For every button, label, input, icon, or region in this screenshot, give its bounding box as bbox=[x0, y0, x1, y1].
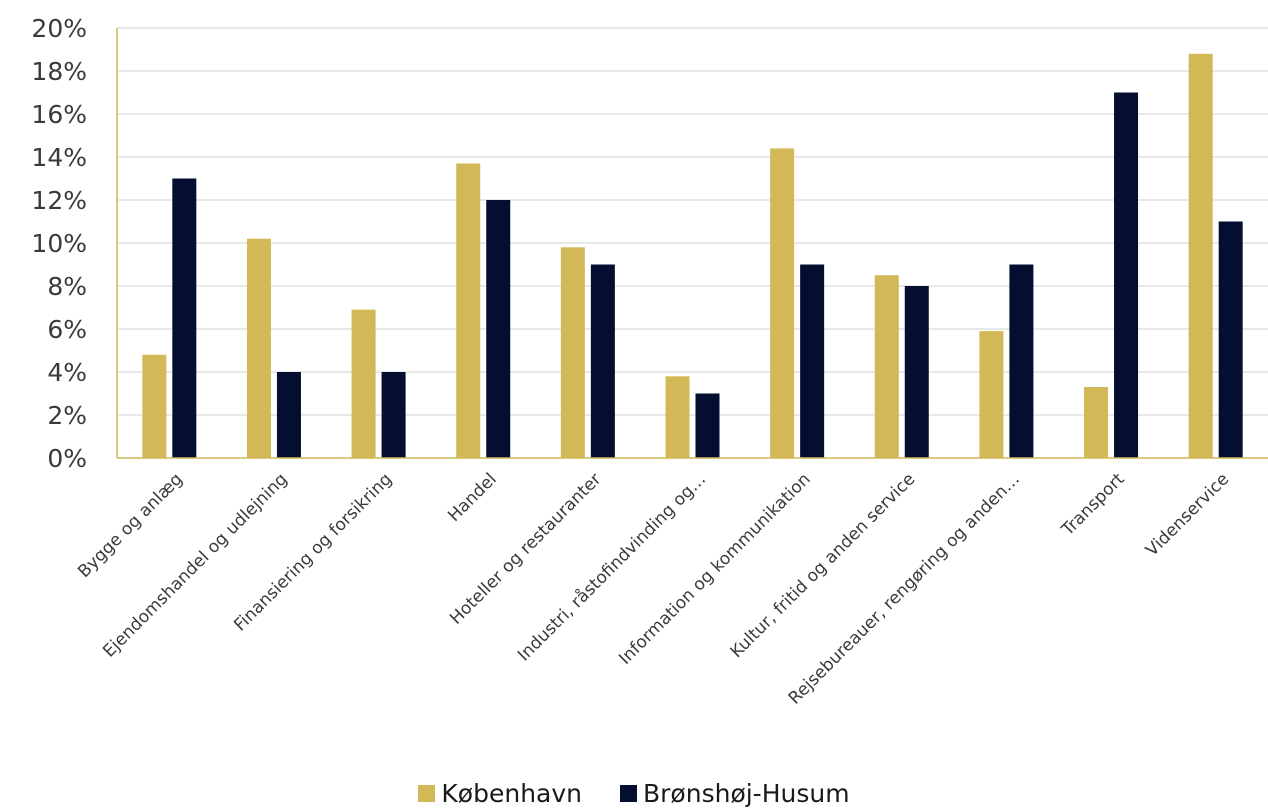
legend-label-bronshoj-husum: Brønshøj-Husum bbox=[643, 778, 850, 808]
x-tick-label: Handel bbox=[444, 469, 501, 526]
bars bbox=[142, 53, 1243, 459]
y-tick-label: 20% bbox=[31, 14, 87, 43]
legend-item-kobenhavn: København bbox=[418, 779, 582, 808]
grid-lines bbox=[117, 27, 1268, 416]
bar-kobenhavn bbox=[142, 354, 167, 458]
y-tick-label: 16% bbox=[31, 100, 87, 129]
y-tick-label: 0% bbox=[47, 444, 87, 473]
bar-kobenhavn bbox=[770, 148, 795, 458]
bar-bronshoj-husum bbox=[1009, 264, 1034, 458]
bar-bronshoj-husum bbox=[904, 286, 929, 458]
y-tick-label: 8% bbox=[47, 272, 87, 301]
bar-bronshoj-husum bbox=[590, 264, 615, 458]
x-tick-label: Ejendomshandel og udlejning bbox=[99, 469, 291, 661]
y-tick-label: 2% bbox=[47, 401, 87, 430]
y-tick-label: 18% bbox=[31, 57, 87, 86]
y-tick-label: 12% bbox=[31, 186, 87, 215]
bar-kobenhavn bbox=[979, 331, 1004, 458]
x-tick-label: Industri, råstofindvinding og… bbox=[513, 469, 710, 666]
bar-bronshoj-husum bbox=[276, 372, 301, 458]
x-tick-label: Videnservice bbox=[1142, 469, 1233, 560]
legend-swatch-kobenhavn bbox=[418, 784, 436, 802]
legend-swatch-bronshoj-husum bbox=[620, 784, 637, 802]
x-tick-label: Rejsebureauer, rengøring og anden… bbox=[785, 469, 1024, 708]
x-tick-label: Kultur, fritid og anden service bbox=[727, 469, 920, 662]
bar-bronshoj-husum bbox=[695, 393, 720, 458]
axes bbox=[116, 28, 1268, 459]
bar-kobenhavn bbox=[874, 275, 899, 458]
bar-kobenhavn bbox=[1084, 387, 1109, 458]
bar-bronshoj-husum bbox=[800, 264, 825, 458]
bar-kobenhavn bbox=[665, 376, 690, 458]
bar-bronshoj-husum bbox=[172, 178, 197, 458]
y-tick-label: 4% bbox=[47, 358, 87, 387]
y-axis-ticks: 0% 2% 4% 6% 8% 10% 12% 14% 16% 18% 20% bbox=[31, 14, 87, 473]
bar-kobenhavn bbox=[560, 247, 585, 458]
y-tick-label: 10% bbox=[31, 229, 87, 258]
y-tick-label: 14% bbox=[31, 143, 87, 172]
legend: København Brønshøj-Husum bbox=[0, 778, 1268, 808]
legend-label-kobenhavn: København bbox=[441, 778, 582, 808]
bar-kobenhavn bbox=[351, 309, 376, 458]
bar-kobenhavn bbox=[246, 238, 271, 458]
bar-chart: 0% 2% 4% 6% 8% 10% 12% 14% 16% 18% 20% Bygge og an… bbox=[31, 14, 1268, 709]
bar-bronshoj-husum bbox=[1114, 92, 1139, 458]
x-tick-label: Transport bbox=[1057, 469, 1128, 540]
bar-bronshoj-husum bbox=[486, 200, 511, 458]
bar-kobenhavn bbox=[456, 163, 481, 458]
y-tick-label: 6% bbox=[47, 315, 87, 344]
bar-bronshoj-husum bbox=[381, 372, 406, 458]
x-tick-label: Bygge og anlæg bbox=[74, 469, 187, 582]
bar-kobenhavn bbox=[1188, 53, 1213, 459]
legend-item-bronshoj-husum: Brønshøj-Husum bbox=[620, 779, 850, 808]
x-tick-label: Information og kommunikation bbox=[615, 469, 814, 668]
bar-bronshoj-husum bbox=[1218, 221, 1243, 458]
